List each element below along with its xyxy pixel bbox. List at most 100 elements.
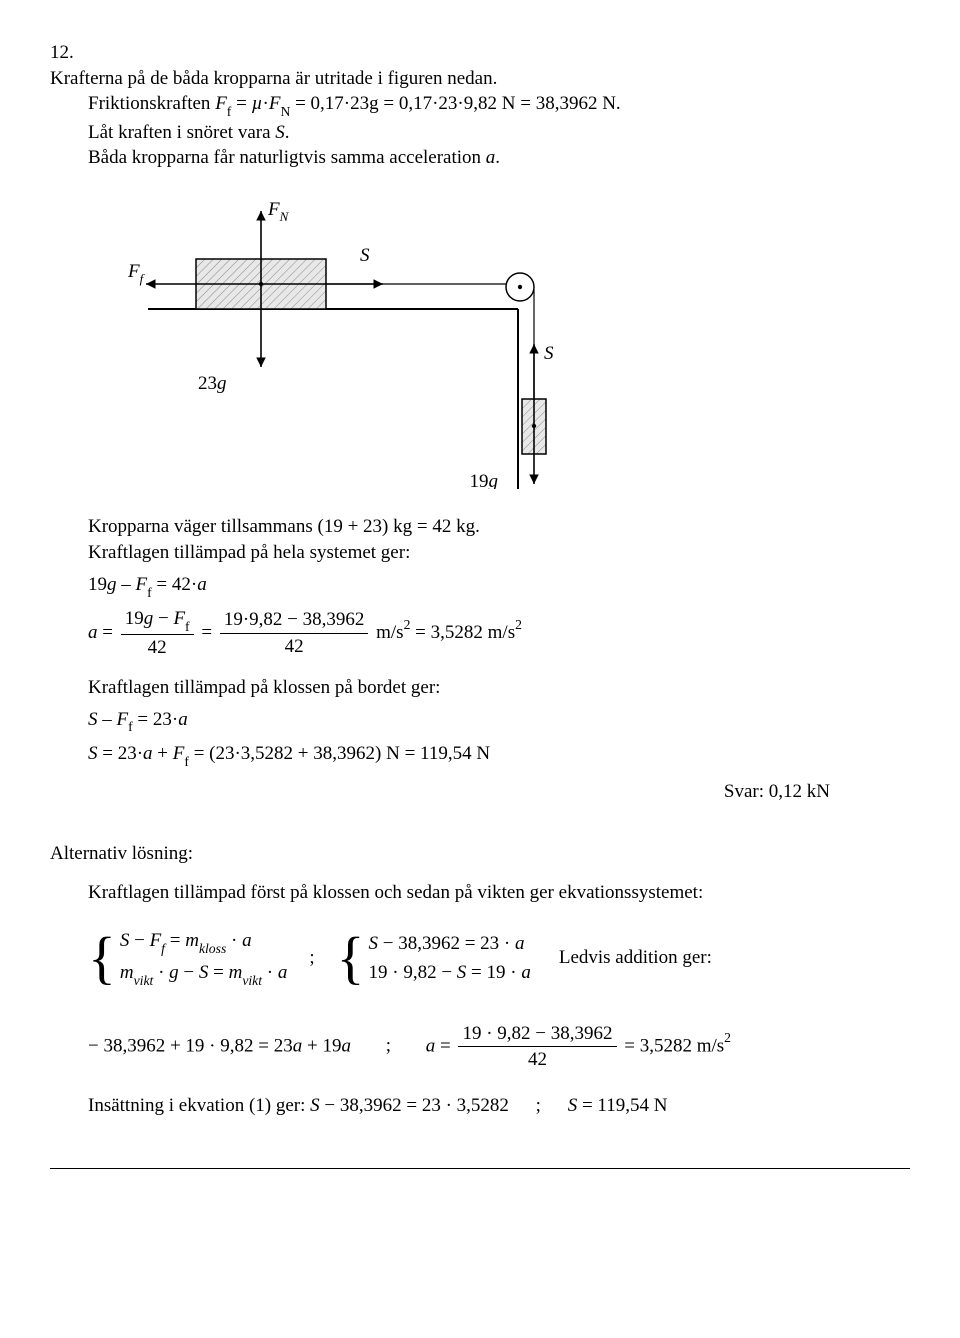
S: S	[310, 1095, 320, 1116]
var-F2: F	[269, 93, 281, 114]
F: F	[173, 743, 185, 764]
eq: =	[165, 930, 185, 951]
g: g	[169, 962, 179, 983]
m: m	[120, 962, 134, 983]
semi: ;	[536, 1095, 541, 1116]
F: F	[173, 608, 185, 629]
eq: =	[435, 1035, 455, 1056]
S: S	[88, 743, 98, 764]
a: a	[197, 574, 207, 595]
alt-line-1: Kraftlagen tillämpad först på klossen oc…	[88, 880, 910, 906]
dot: .	[285, 122, 290, 143]
plus: +	[153, 743, 173, 764]
rest: = 19 ·	[466, 962, 521, 983]
S2: S	[568, 1095, 578, 1116]
m: m	[185, 930, 199, 951]
sub-N: N	[280, 104, 290, 119]
answer-line: Svar: 0,12 kN	[50, 779, 830, 805]
rest: = 0,17·23g = 0,17·23·9,82 N = 38,3962 N.	[290, 93, 620, 114]
eq-2: a = 19g − Ff 42 = 19·9,82 − 38,3962 42 m…	[88, 606, 910, 661]
eq: = 42·	[152, 574, 198, 595]
eq: =	[231, 93, 251, 114]
var-S: S	[275, 122, 285, 143]
equation-system-row: { S − Ff = mkloss · a mvikt · g − S = mv…	[88, 924, 910, 993]
sys2-r2: 19 · 9,82 − S = 19 · a	[369, 960, 531, 986]
svg-text:23g: 23g	[198, 373, 227, 394]
text: Låt kraften i snöret vara	[88, 122, 275, 143]
fs: f	[161, 941, 165, 956]
unit: m/s	[376, 622, 403, 643]
den: 42	[121, 634, 194, 661]
vikt2: vikt	[242, 973, 262, 988]
final-eq-2: Insättning i ekvation (1) ger: S − 38,39…	[88, 1093, 910, 1119]
frac-final: 19 · 9,82 − 38,3962 42	[458, 1021, 616, 1073]
a3: a	[426, 1035, 436, 1056]
a2: a	[341, 1035, 351, 1056]
eq: =	[98, 622, 118, 643]
text: Friktionskraften	[88, 93, 215, 114]
a: a	[515, 933, 525, 954]
text: Båda kropparna får naturligtvis samma ac…	[88, 147, 486, 168]
semi: ;	[386, 1035, 391, 1056]
intro-line-2: Friktionskraften Ff = µ·FN = 0,17·23g = …	[88, 91, 910, 119]
intro-line-4: Båda kropparna får naturligtvis samma ac…	[88, 145, 910, 171]
min: –	[117, 574, 136, 595]
S: S	[120, 930, 130, 951]
sys1-r2: mvikt · g − S = mvikt · a	[120, 960, 288, 988]
lhs: − 38,3962 + 19 · 9,82 = 23	[88, 1035, 293, 1056]
n: 19	[125, 608, 144, 629]
min: −	[129, 930, 149, 951]
problem-number: 12.	[50, 40, 88, 66]
f: f	[185, 619, 190, 634]
S: S	[88, 709, 98, 730]
mid: − 38,3962 = 23 · 3,5282	[320, 1095, 509, 1116]
sys1-r1: S − Ff = mkloss · a	[120, 928, 288, 956]
rest: − 38,3962 = 23 ·	[378, 933, 515, 954]
S: S	[199, 962, 209, 983]
unit2: = 3,5282 m/s	[410, 622, 515, 643]
rest: = (23·3,5282 + 38,3962) N = 119,54 N	[189, 743, 490, 764]
force-diagram: FN Ff 23g S S 19g	[88, 189, 910, 497]
min: −	[153, 608, 173, 629]
a: a	[143, 743, 153, 764]
mu: µ	[252, 93, 263, 114]
svg-text:FN: FN	[267, 199, 290, 224]
g: g	[144, 608, 154, 629]
sys-1: S − Ff = mkloss · a mvikt · g − S = mvik…	[120, 924, 288, 993]
svg-text:S: S	[544, 343, 554, 364]
sup: 2	[404, 617, 411, 632]
num: 19 · 9,82 − 38,3962	[458, 1021, 616, 1047]
problem-header: 12. Krafterna på de båda kropparna är ut…	[50, 40, 910, 91]
pre: Insättning i ekvation (1) ger:	[88, 1095, 310, 1116]
a: a	[278, 962, 288, 983]
intro-line-1: Krafterna på de båda kropparna är utrita…	[50, 66, 870, 92]
f: f	[128, 719, 133, 734]
sub-f: f	[227, 104, 232, 119]
F: F	[117, 709, 129, 730]
dot: ·	[153, 962, 169, 983]
a: a	[88, 622, 98, 643]
frac-2: 19·9,82 − 38,3962 42	[220, 607, 369, 659]
pre: 19 · 9,82 −	[369, 962, 457, 983]
svg-text:S: S	[360, 245, 370, 266]
frac-1: 19g − Ff 42	[121, 606, 194, 661]
final-eq-1: − 38,3962 + 19 · 9,82 = 23a + 19a ; a = …	[88, 1021, 910, 1073]
sys-2: S − 38,3962 = 23 · a 19 · 9,82 − S = 19 …	[369, 927, 531, 990]
dot: ·	[226, 930, 242, 951]
alt-title: Alternativ lösning:	[50, 841, 910, 867]
dot2: ·	[262, 962, 278, 983]
den: 42	[458, 1046, 616, 1073]
min: –	[98, 709, 117, 730]
ledvis-text: Ledvis addition ger:	[559, 945, 712, 971]
eq: =	[208, 962, 228, 983]
f: f	[184, 754, 189, 769]
min: −	[179, 962, 199, 983]
mid-line-3: Kraftlagen tillämpad på klossen på borde…	[88, 675, 910, 701]
num: 19·9,82 − 38,3962	[220, 607, 369, 633]
var-a: a	[486, 147, 496, 168]
semicolon: ;	[309, 945, 314, 971]
footer-rule	[50, 1168, 910, 1169]
vikt: vikt	[134, 973, 154, 988]
brace-icon-2: {	[337, 932, 365, 984]
sys2-r1: S − 38,3962 = 23 · a	[369, 931, 531, 957]
